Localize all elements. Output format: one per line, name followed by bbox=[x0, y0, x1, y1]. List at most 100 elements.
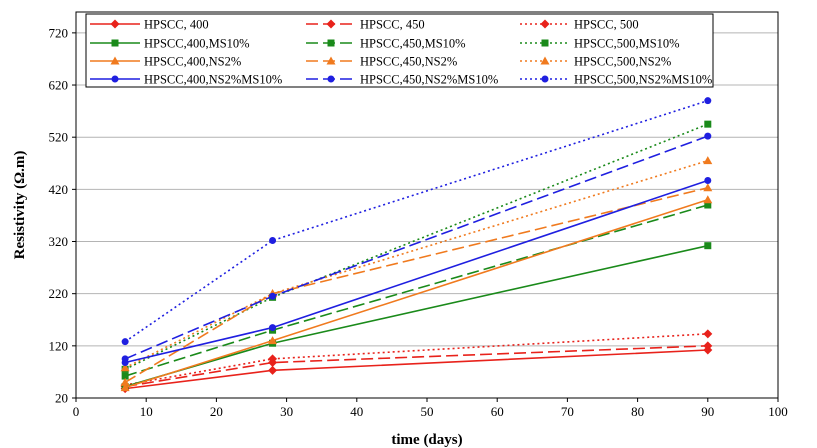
legend-marker bbox=[540, 19, 550, 29]
data-point bbox=[121, 372, 129, 380]
data-point bbox=[703, 183, 713, 192]
x-axis-title: time (days) bbox=[391, 432, 462, 448]
legend-item: HPSCC,400,NS2%MS10% bbox=[90, 73, 282, 87]
data-point bbox=[704, 201, 712, 209]
series-3 bbox=[121, 242, 712, 391]
legend-box bbox=[85, 13, 714, 88]
legend-item: HPSCC, 450 bbox=[306, 18, 425, 32]
legend-label: HPSCC, 400 bbox=[144, 18, 209, 32]
tick-layer: 20 120 220 320 420 520 620 720 0 10 20 30 40 50 60 70 80… bbox=[49, 25, 788, 419]
legend-marker bbox=[327, 39, 335, 47]
series-6 bbox=[120, 195, 713, 392]
y-tick-label: 720 bbox=[49, 25, 69, 40]
y-tick-label: 420 bbox=[49, 182, 69, 197]
legend: HPSCC, 400 HPSCC, 450 HPSCC, 500 HPSCC,400,… bbox=[85, 13, 714, 88]
data-point bbox=[704, 97, 712, 105]
series-2 bbox=[120, 329, 713, 390]
series-11 bbox=[121, 97, 712, 346]
legend-item: HPSCC, 400 bbox=[90, 18, 209, 32]
series-line bbox=[125, 345, 708, 388]
legend-item: HPSCC,450,NS2% bbox=[306, 55, 457, 69]
x-tick-label: 40 bbox=[350, 404, 363, 419]
data-point bbox=[703, 329, 713, 339]
y-axis-title: Resistivity (Ω.m) bbox=[12, 151, 28, 260]
legend-item: HPSCC,500,NS2% bbox=[520, 55, 671, 69]
legend-item: HPSCC,400,NS2% bbox=[90, 55, 241, 69]
series-line bbox=[125, 349, 708, 390]
data-point bbox=[704, 132, 712, 140]
x-tick-label: 30 bbox=[280, 404, 293, 419]
y-tick-label: 620 bbox=[49, 78, 69, 93]
legend-marker bbox=[541, 75, 549, 83]
data-point bbox=[121, 338, 129, 346]
legend-item: HPSCC,500,NS2%MS10% bbox=[520, 73, 712, 87]
series-5 bbox=[121, 120, 712, 373]
data-point bbox=[269, 324, 277, 332]
y-tick-label: 520 bbox=[49, 130, 69, 145]
legend-label: HPSCC,450,NS2% bbox=[360, 55, 457, 69]
y-tick-label: 120 bbox=[49, 338, 69, 353]
x-tick-label: 80 bbox=[631, 404, 644, 419]
data-point bbox=[703, 341, 713, 351]
series-line bbox=[124, 244, 708, 388]
y-tick-label: 220 bbox=[49, 286, 69, 301]
series-line bbox=[124, 204, 709, 377]
series-line bbox=[124, 159, 709, 369]
legend-marker bbox=[110, 56, 120, 65]
data-point bbox=[269, 292, 277, 300]
legend-marker bbox=[541, 39, 549, 47]
y-tick-label: 320 bbox=[49, 234, 69, 249]
legend-label: HPSCC,400,MS10% bbox=[144, 37, 250, 51]
data-point bbox=[704, 176, 712, 184]
legend-item: HPSCC, 500 bbox=[520, 18, 639, 32]
x-tick-label: 90 bbox=[701, 404, 714, 419]
series-1 bbox=[120, 341, 713, 392]
legend-label: HPSCC,500,MS10% bbox=[574, 37, 680, 51]
legend-marker bbox=[111, 75, 119, 83]
legend-item: HPSCC,450,MS10% bbox=[306, 37, 466, 51]
data-point bbox=[268, 365, 278, 375]
x-tick-label: 0 bbox=[73, 404, 80, 419]
legend-item: HPSCC,500,MS10% bbox=[520, 37, 680, 51]
series-line bbox=[124, 179, 709, 364]
legend-label: HPSCC, 500 bbox=[574, 18, 639, 32]
legend-label: HPSCC,500,NS2% bbox=[574, 55, 671, 69]
x-tick-label: 20 bbox=[210, 404, 223, 419]
data-point bbox=[704, 120, 712, 128]
legend-item: HPSCC,450,NS2%MS10% bbox=[306, 73, 498, 87]
series-line bbox=[124, 187, 708, 384]
legend-label: HPSCC,500,NS2%MS10% bbox=[574, 73, 712, 87]
data-point bbox=[704, 242, 712, 250]
data-point bbox=[268, 354, 278, 364]
x-tick-label: 10 bbox=[140, 404, 153, 419]
series-9 bbox=[121, 176, 712, 367]
series-4 bbox=[121, 201, 712, 380]
legend-label: HPSCC, 450 bbox=[360, 18, 425, 32]
legend-item: HPSCC,400,MS10% bbox=[90, 37, 250, 51]
legend-label: HPSCC,400,NS2% bbox=[144, 55, 241, 69]
x-tick-label: 100 bbox=[768, 404, 788, 419]
data-point bbox=[120, 377, 130, 386]
series-line bbox=[125, 333, 708, 386]
legend-label: HPSCC,450,NS2%MS10% bbox=[360, 73, 498, 87]
y-tick-label: 20 bbox=[55, 391, 68, 406]
legend-marker bbox=[540, 56, 550, 65]
data-point bbox=[121, 355, 129, 363]
series-layer bbox=[120, 97, 713, 394]
legend-marker bbox=[326, 19, 336, 29]
x-tick-label: 70 bbox=[561, 404, 574, 419]
data-point bbox=[703, 195, 713, 204]
data-point bbox=[268, 336, 278, 345]
legend-label: HPSCC,400,NS2%MS10% bbox=[144, 73, 282, 87]
series-10 bbox=[121, 132, 712, 363]
data-point bbox=[120, 363, 130, 372]
x-tick-label: 50 bbox=[421, 404, 434, 419]
data-point bbox=[120, 383, 130, 392]
series-line bbox=[124, 135, 709, 360]
legend-marker bbox=[327, 75, 335, 83]
legend-marker bbox=[111, 39, 119, 47]
legend-label: HPSCC,450,MS10% bbox=[360, 37, 466, 51]
data-point bbox=[269, 236, 277, 244]
